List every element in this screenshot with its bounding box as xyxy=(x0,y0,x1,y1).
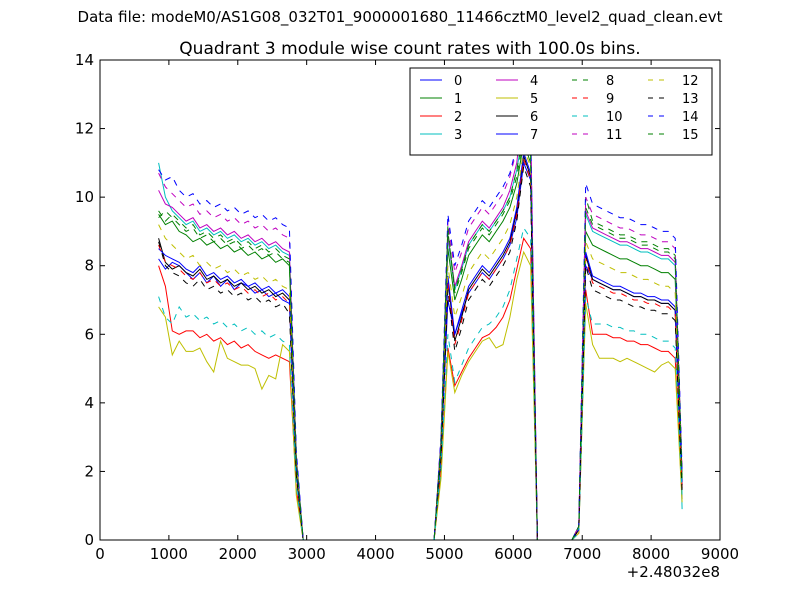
series-line-8 xyxy=(158,135,683,541)
x-tick-label: 0 xyxy=(95,545,105,563)
series-line-1 xyxy=(158,142,683,541)
legend-label: 12 xyxy=(682,74,699,89)
y-tick-label: 8 xyxy=(84,257,94,275)
legend-label: 1 xyxy=(454,92,462,107)
legend-label: 13 xyxy=(682,92,699,107)
legend-label: 4 xyxy=(530,74,538,89)
x-tick-label: 7000 xyxy=(563,545,601,563)
series-line-15 xyxy=(158,131,683,541)
series-line-14 xyxy=(158,100,683,541)
series-line-13 xyxy=(158,166,683,541)
y-tick-label: 14 xyxy=(75,51,94,69)
series-line-6 xyxy=(158,155,683,541)
legend-label: 10 xyxy=(606,110,623,125)
legend-label: 3 xyxy=(454,128,462,143)
y-tick-label: 12 xyxy=(75,120,94,138)
legend-label: 9 xyxy=(606,92,614,107)
x-offset-label: +2.48032e8 xyxy=(627,563,720,581)
legend-label: 8 xyxy=(606,74,614,89)
x-tick-label: 5000 xyxy=(425,545,463,563)
ticks-layer: 0 1000 2000 3000 4000 5000 6000 7000 8000 9000 0 2 4… xyxy=(75,51,739,563)
x-tick-label: 9000 xyxy=(701,545,739,563)
x-tick-label: 2000 xyxy=(219,545,257,563)
x-tick-label: 3000 xyxy=(288,545,326,563)
series-line-4 xyxy=(158,94,683,541)
x-tick-label: 6000 xyxy=(494,545,532,563)
legend-label: 11 xyxy=(606,128,623,143)
legend-label: 14 xyxy=(682,110,699,125)
plot-frame xyxy=(99,59,721,541)
series-line-11 xyxy=(158,80,683,541)
series-line-10 xyxy=(158,226,683,541)
series-line-5 xyxy=(158,250,683,541)
legend-label: 5 xyxy=(530,92,538,107)
suptitle: Data file: modeM0/AS1G08_032T01_90000016… xyxy=(77,8,723,26)
legend-label: 6 xyxy=(530,110,538,125)
y-tick-label: 10 xyxy=(75,188,94,206)
legend-label: 7 xyxy=(530,128,538,143)
series-line-0 xyxy=(158,160,683,541)
series-line-2 xyxy=(158,237,683,541)
y-tick-label: 0 xyxy=(84,531,94,549)
legend-box xyxy=(409,67,713,156)
x-tick-label: 8000 xyxy=(632,545,670,563)
series-line-9 xyxy=(158,159,683,541)
legend-label: 15 xyxy=(682,128,699,143)
legend-label: 0 xyxy=(454,74,462,89)
y-tick-label: 2 xyxy=(84,462,94,480)
y-tick-label: 4 xyxy=(84,394,94,412)
y-tick-label: 6 xyxy=(84,325,94,343)
x-tick-label: 4000 xyxy=(356,545,394,563)
legend-label: 2 xyxy=(454,110,462,125)
chart-title: Quadrant 3 module wise count rates with … xyxy=(179,39,640,59)
x-tick-label: 1000 xyxy=(150,545,188,563)
